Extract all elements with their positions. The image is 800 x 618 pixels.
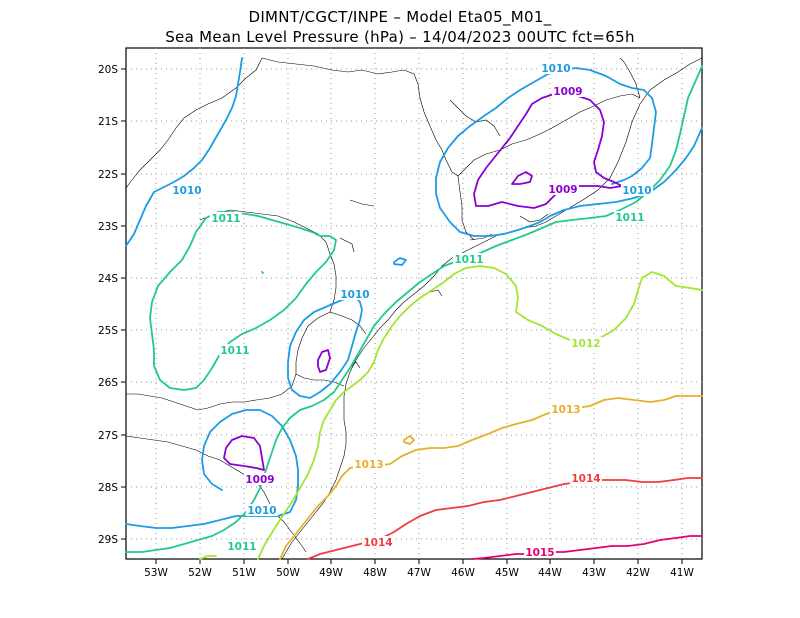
label-bg [550, 403, 582, 415]
isobar-1009-south [223, 435, 265, 471]
lon-label: 48W [363, 567, 387, 579]
isobar-1009-inner [511, 171, 533, 185]
lat-label: 29S [98, 534, 118, 546]
map-frame [125, 47, 703, 560]
lat-label: 27S [98, 430, 118, 442]
lat-label: 22S [98, 169, 118, 181]
label-bg [246, 504, 278, 516]
isobar-1010-central [287, 295, 363, 399]
label-bg [540, 62, 572, 74]
state-border [126, 311, 331, 411]
isobar-1011-west [149, 211, 337, 391]
coastline-islands [349, 213, 549, 369]
isobar-1009-central [317, 349, 331, 373]
label-1014-b: 1014 [363, 537, 392, 549]
chart-title-line2: Sea Mean Level Pressure (hPa) – 14/04/20… [165, 28, 635, 46]
label-1010-c: 1010 [172, 185, 201, 197]
lon-label: 45W [495, 567, 519, 579]
label-bg [453, 253, 485, 265]
label-1009-a: 1009 [553, 86, 582, 98]
lat-label: 25S [98, 325, 118, 337]
lat-label: 20S [98, 64, 118, 76]
label-bg [552, 85, 584, 97]
lat-label: 23S [98, 221, 118, 233]
latitude-labels: 20S 21S 22S 23S 24S 25S 26S 27S 28S 29S [98, 64, 118, 546]
label-1014-a: 1014 [571, 473, 600, 485]
isobar-contours [125, 57, 703, 560]
label-1010-a: 1010 [541, 63, 570, 75]
label-1010-e: 1010 [247, 505, 276, 517]
label-1009-c: 1009 [245, 474, 274, 486]
isobar-1011-northeast [125, 65, 703, 553]
lon-label: 47W [407, 567, 431, 579]
graticule [126, 48, 702, 559]
label-1015: 1015 [525, 547, 554, 559]
label-bg [547, 183, 579, 195]
label-bg [244, 473, 276, 485]
label-1011-b: 1011 [615, 212, 644, 224]
chart-title-line1: DIMNT/CGCT/INPE – Model Eta05_M01_ [248, 8, 552, 26]
lon-label: 53W [144, 567, 168, 579]
label-1011-d: 1011 [220, 345, 249, 357]
state-border [261, 57, 459, 177]
state-border [295, 373, 345, 387]
axis-ticks [121, 68, 683, 564]
state-border [619, 57, 641, 99]
lon-label: 42W [626, 567, 650, 579]
label-bg [570, 472, 602, 484]
lon-label: 50W [276, 567, 300, 579]
lat-label: 21S [98, 116, 118, 128]
isobar-1012 [257, 265, 703, 560]
lon-label: 46W [451, 567, 475, 579]
lon-label: 41W [670, 567, 694, 579]
state-border [329, 311, 367, 335]
lat-label: 26S [98, 377, 118, 389]
label-1009-b: 1009 [548, 184, 577, 196]
state-border [457, 93, 641, 177]
isobar-1010-blob [393, 257, 407, 266]
label-bg [219, 344, 251, 356]
isobar-1010-south [125, 409, 299, 529]
lat-label: 24S [98, 273, 118, 285]
coastline [281, 57, 703, 560]
label-bg [210, 212, 242, 224]
lon-label: 49W [319, 567, 343, 579]
state-border [457, 175, 475, 241]
label-1013-b: 1013 [354, 459, 383, 471]
lon-label: 44W [538, 567, 562, 579]
isobar-1011-dot [261, 271, 264, 274]
label-bg [614, 211, 646, 223]
isobar-1012-stub [199, 555, 217, 560]
isobar-1013-blob [403, 435, 415, 445]
label-bg [621, 184, 653, 196]
isobar-labels: 1010 1009 1009 1010 1010 1011 1011 1011 … [171, 62, 653, 559]
label-1011-c: 1011 [454, 254, 483, 266]
label-1013-a: 1013 [551, 404, 580, 416]
label-bg [226, 540, 258, 552]
state-border [125, 57, 263, 189]
label-1011-a: 1011 [211, 213, 240, 225]
label-bg [339, 288, 371, 300]
state-border [199, 209, 337, 313]
isobar-1010-northwest [125, 57, 243, 247]
lat-label: 28S [98, 482, 118, 494]
isobar-1015 [471, 535, 703, 560]
lon-label: 52W [188, 567, 212, 579]
label-bg [171, 184, 203, 196]
label-1011-e: 1011 [227, 541, 256, 553]
label-bg [570, 337, 602, 349]
lon-label: 51W [232, 567, 256, 579]
longitude-labels: 53W 52W 51W 50W 49W 48W 47W 46W 45W 44W … [144, 567, 694, 579]
label-1012: 1012 [571, 338, 600, 350]
isobar-1010-northeast [435, 67, 703, 237]
label-1010-b: 1010 [622, 185, 651, 197]
label-bg [524, 546, 556, 558]
label-1010-d: 1010 [340, 289, 369, 301]
lon-label: 43W [582, 567, 606, 579]
label-bg [362, 536, 394, 548]
label-bg [353, 458, 385, 470]
isobar-1013 [279, 395, 703, 560]
